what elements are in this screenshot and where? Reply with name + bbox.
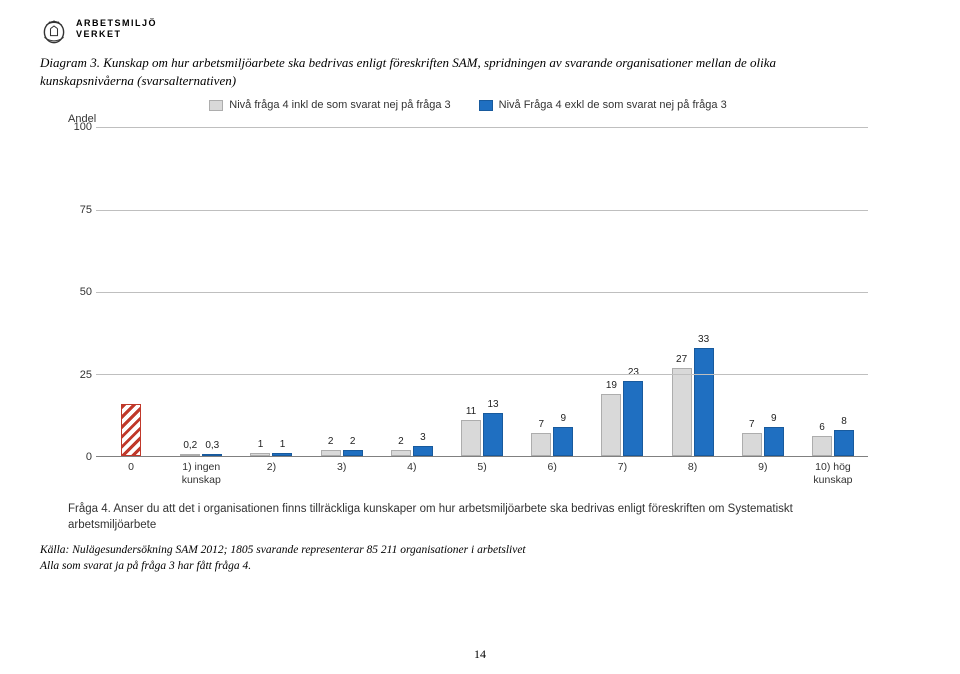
gridline [96, 374, 868, 375]
bar-series-a: 0,2 [180, 454, 200, 456]
y-tick: 50 [80, 286, 92, 298]
agency-line1: ARBETSMILJÖ [76, 18, 157, 29]
x-label: 7) [587, 457, 657, 487]
y-axis-title: Andel [68, 113, 868, 125]
bar-series-a: 16 [121, 404, 141, 456]
bar-series-a: 11 [461, 420, 481, 456]
agency-line2: VERKET [76, 29, 157, 40]
bar-series-b: 0,3 [202, 454, 222, 456]
bar-series-a: 2 [391, 450, 411, 457]
agency-name: ARBETSMILJÖ VERKET [76, 18, 157, 41]
y-tick: 100 [74, 121, 92, 133]
x-label: 5) [447, 457, 517, 487]
bar-value-a: 7 [538, 419, 544, 430]
x-axis: 01) ingenkunskap2)3)4)5)6)7)8)9)10) högk… [96, 457, 868, 487]
source-text: Källa: Nulägesundersökning SAM 2012; 180… [40, 542, 920, 574]
bar-series-b: 23 [623, 381, 643, 456]
x-label: 4) [377, 457, 447, 487]
bar-value-b: 33 [698, 334, 709, 345]
chart: Nivå fråga 4 inkl de som svarat nej på f… [68, 99, 868, 533]
page-number: 14 [474, 647, 486, 662]
bar-series-a: 2 [321, 450, 341, 457]
bar-series-b: 33 [694, 348, 714, 456]
bar-series-a: 19 [601, 394, 621, 456]
legend-swatch-b [479, 100, 493, 111]
bar-value-a: 1 [258, 439, 264, 450]
y-tick: 0 [86, 451, 92, 463]
bar-value-b: 13 [487, 399, 498, 410]
x-label: 2) [236, 457, 306, 487]
x-label: 3) [307, 457, 377, 487]
bar-series-a: 1 [250, 453, 270, 456]
bar-series-b: 8 [834, 430, 854, 456]
legend-item-a: Nivå fråga 4 inkl de som svarat nej på f… [209, 99, 450, 111]
bar-series-b: 9 [553, 427, 573, 457]
bar-value-a: 7 [749, 419, 755, 430]
question-text: Fråga 4. Anser du att det i organisation… [68, 501, 848, 533]
legend-label-a: Nivå fråga 4 inkl de som svarat nej på f… [229, 99, 450, 111]
bar-value-b: 3 [420, 432, 426, 443]
bar-series-b: 1 [272, 453, 292, 456]
bar-value-b: 8 [841, 416, 847, 427]
bar-value-b: 9 [560, 413, 566, 424]
x-label: 9) [728, 457, 798, 487]
legend-label-b: Nivå Fråga 4 exkl de som svarat nej på f… [499, 99, 727, 111]
x-label: 6) [517, 457, 587, 487]
bar-value-a: 0,2 [183, 440, 197, 451]
bar-value-b: 23 [628, 367, 639, 378]
page-header: ARBETSMILJÖ VERKET [40, 18, 920, 48]
bar-series-b: 13 [483, 413, 503, 456]
bar-value-a: 27 [676, 354, 687, 365]
source-line1: Källa: Nulägesundersökning SAM 2012; 180… [40, 544, 526, 556]
bar-value-b: 2 [350, 436, 356, 447]
y-tick: 25 [80, 369, 92, 381]
source-line2: Alla som svarat ja på fråga 3 har fått f… [40, 560, 251, 572]
bar-series-a: 7 [531, 433, 551, 456]
diagram-caption: Diagram 3. Kunskap om hur arbetsmiljöarb… [40, 54, 800, 89]
plot-grid: 160,20,3112223111379192327337968 [96, 127, 868, 457]
bar-value-b: 9 [771, 413, 777, 424]
legend-item-b: Nivå Fråga 4 exkl de som svarat nej på f… [479, 99, 727, 111]
crest-icon [40, 18, 68, 48]
bar-value-b: 1 [280, 439, 286, 450]
bar-value-a: 2 [328, 436, 334, 447]
bar-series-a: 27 [672, 368, 692, 457]
x-label: 10) högkunskap [798, 457, 868, 487]
bar-value-a: 6 [819, 422, 825, 433]
y-tick: 75 [80, 204, 92, 216]
x-label: 1) ingenkunskap [166, 457, 236, 487]
bar-value-b: 0,3 [205, 440, 219, 451]
bar-series-a: 6 [812, 436, 832, 456]
bar-value-a: 11 [466, 406, 476, 417]
y-axis: 0255075100 [68, 127, 96, 457]
bar-series-b: 9 [764, 427, 784, 457]
gridline [96, 210, 868, 211]
gridline [96, 292, 868, 293]
bar-series-b: 3 [413, 446, 433, 456]
bar-value-a: 2 [398, 436, 404, 447]
x-label: 8) [658, 457, 728, 487]
legend: Nivå fråga 4 inkl de som svarat nej på f… [68, 99, 868, 111]
bar-series-a: 7 [742, 433, 762, 456]
bar-series-b: 2 [343, 450, 363, 457]
legend-swatch-a [209, 100, 223, 111]
plot-area: 0255075100 160,20,3112223111379192327337… [68, 127, 868, 457]
bar-value-a: 19 [606, 380, 617, 391]
x-label: 0 [96, 457, 166, 487]
